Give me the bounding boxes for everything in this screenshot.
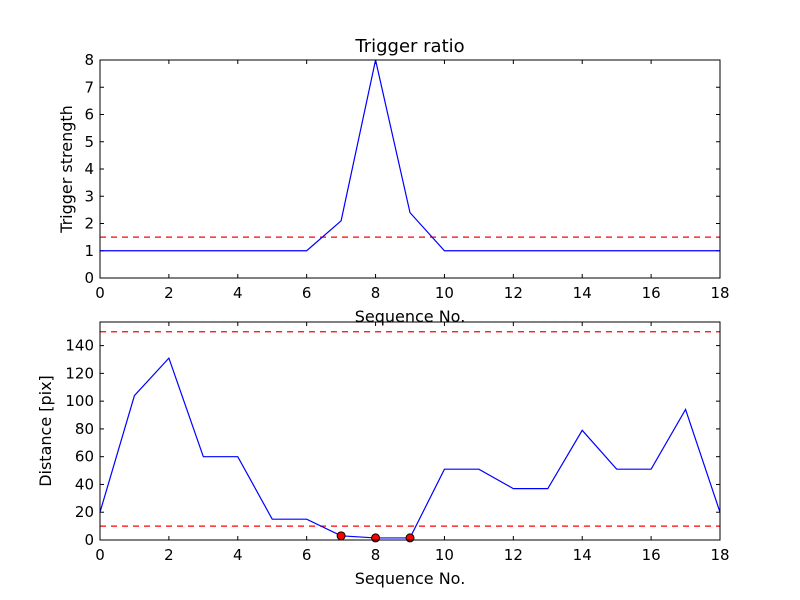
bottom-chart-ytick-label: 40 — [75, 475, 94, 493]
bottom-chart-ytick-label: 120 — [65, 364, 94, 382]
bottom-chart-ytick-label: 0 — [84, 531, 94, 549]
bottom-chart-marker-point — [371, 533, 381, 543]
top-chart-series-line — [100, 59, 720, 252]
bottom-chart-xtick-label: 8 — [371, 546, 381, 564]
top-chart-ytick-label: 6 — [84, 106, 94, 124]
bottom-chart-xtick-label: 0 — [95, 546, 105, 564]
top-chart-frame — [99, 59, 721, 279]
bottom-chart-xtick-label: 18 — [710, 546, 729, 564]
top-chart-xtick-label: 8 — [371, 284, 381, 302]
bottom-chart-ytick-label: 100 — [65, 392, 94, 410]
top-chart-ytick-label: 7 — [84, 78, 94, 96]
top-chart-ytick-label: 5 — [84, 133, 94, 151]
top-chart-xtick-label: 10 — [435, 284, 454, 302]
bottom-chart-xtick-label: 6 — [302, 546, 312, 564]
bottom-chart-marker-point — [336, 531, 346, 541]
top-chart-xtick-label: 12 — [504, 284, 523, 302]
top-chart-ytick-label: 1 — [84, 242, 94, 260]
top-chart-xtick-label: 16 — [642, 284, 661, 302]
bottom-chart-marker-point — [405, 533, 415, 543]
bottom-chart-xtick-label: 2 — [164, 546, 174, 564]
bottom-chart-ytick-label: 20 — [75, 503, 94, 521]
top-chart-ylabel: Trigger strength — [57, 105, 76, 234]
bottom-chart-xlabel: Sequence No. — [355, 569, 466, 588]
top-chart-ytick-label: 4 — [84, 160, 94, 178]
bottom-chart-panel: Sequence No. Distance [pix] 0 2 4 6 8 10 12 14 1… — [36, 321, 730, 588]
bottom-chart-xtick-label: 16 — [642, 546, 661, 564]
bottom-chart-frame — [99, 321, 721, 541]
top-chart-ytick-label: 2 — [84, 215, 94, 233]
bottom-chart-ytick-label: 60 — [75, 448, 94, 466]
bottom-chart-xtick-label: 4 — [233, 546, 243, 564]
bottom-chart-xtick-label: 12 — [504, 546, 523, 564]
bottom-chart-ticks: 0 2 4 6 8 10 12 14 16 18 0 20 40 60 80 100 120 140 — [65, 322, 730, 564]
bottom-chart-ytick-label: 140 — [65, 337, 94, 355]
bottom-chart-xtick-label: 14 — [573, 546, 592, 564]
top-chart-title: Trigger ratio — [354, 36, 464, 57]
top-chart-ytick-label: 0 — [84, 269, 94, 287]
top-chart-plot — [100, 59, 720, 252]
top-chart-ytick-label: 3 — [84, 187, 94, 205]
top-chart-xtick-label: 14 — [573, 284, 592, 302]
bottom-chart-xtick-label: 10 — [435, 546, 454, 564]
bottom-chart-plot — [99, 331, 721, 543]
top-chart-xlabel: Sequence No. — [355, 307, 466, 326]
top-chart-panel: Trigger ratio Sequence No. Trigger stren… — [57, 36, 730, 326]
top-chart-xtick-label: 18 — [710, 284, 729, 302]
top-chart-xtick-label: 4 — [233, 284, 243, 302]
top-chart-ytick-label: 8 — [84, 51, 94, 69]
top-chart-xtick-label: 6 — [302, 284, 312, 302]
top-chart-xtick-label: 2 — [164, 284, 174, 302]
bottom-chart-ylabel: Distance [pix] — [36, 375, 55, 487]
bottom-chart-ytick-label: 80 — [75, 420, 94, 438]
top-chart-xtick-label: 0 — [95, 284, 105, 302]
